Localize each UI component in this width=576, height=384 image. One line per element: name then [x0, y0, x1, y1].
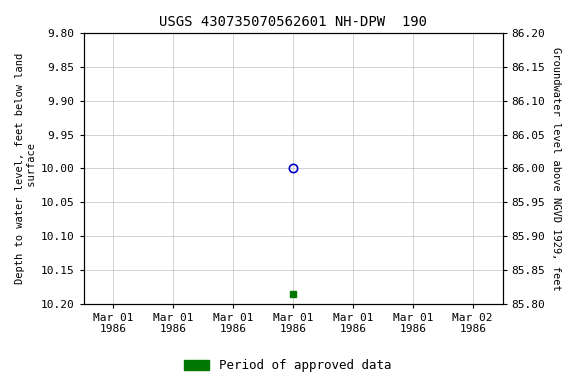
Y-axis label: Depth to water level, feet below land
 surface: Depth to water level, feet below land su… — [15, 53, 37, 284]
Legend: Period of approved data: Period of approved data — [180, 355, 396, 376]
Y-axis label: Groundwater level above NGVD 1929, feet: Groundwater level above NGVD 1929, feet — [551, 46, 561, 290]
Title: USGS 430735070562601 NH-DPW  190: USGS 430735070562601 NH-DPW 190 — [159, 15, 427, 29]
